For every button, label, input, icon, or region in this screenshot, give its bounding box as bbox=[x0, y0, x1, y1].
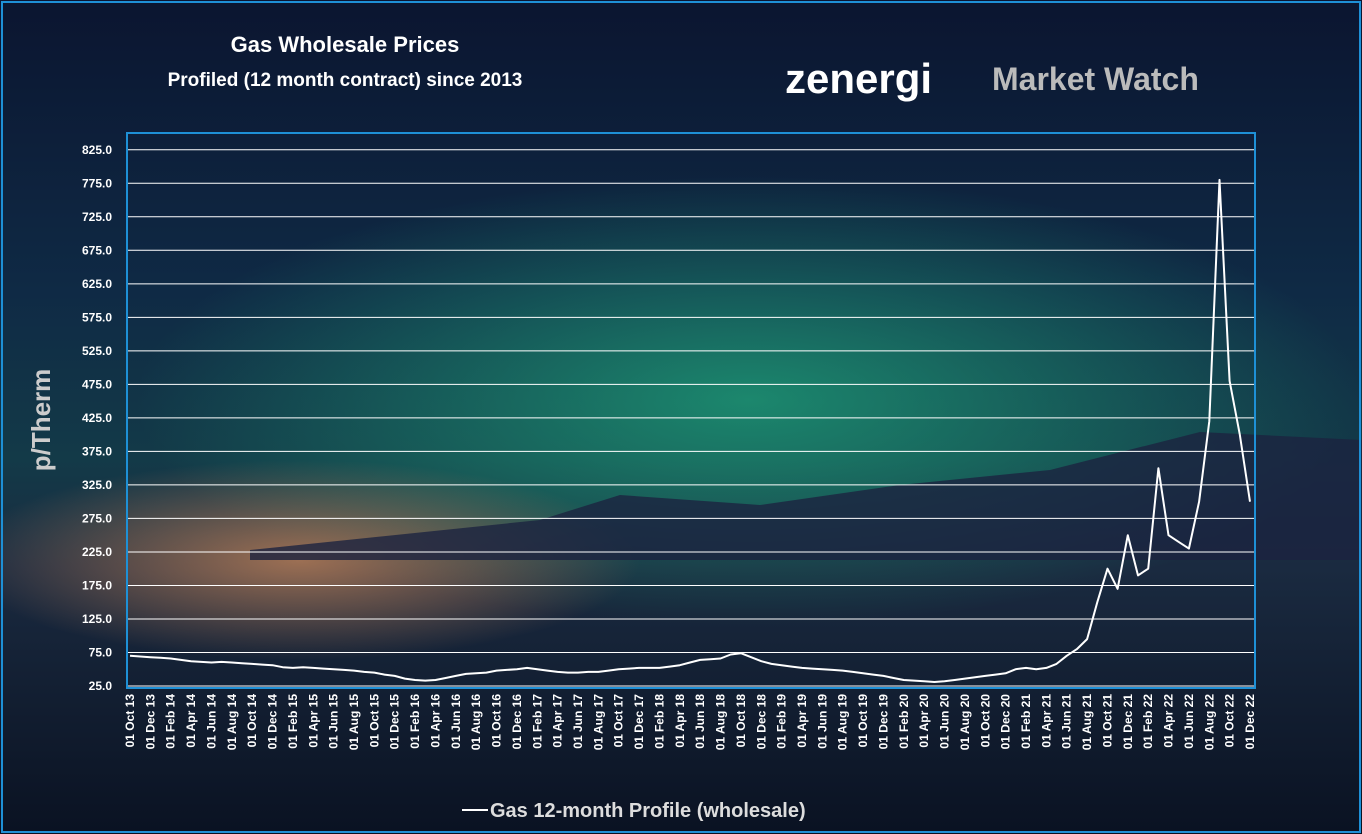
x-tick-label: 01 Oct 14 bbox=[245, 694, 259, 748]
x-tick-label: 01 Feb 14 bbox=[164, 694, 178, 749]
brand-tagline: Market Watch bbox=[992, 61, 1199, 97]
x-tick-label: 01 Aug 22 bbox=[1202, 694, 1216, 751]
chart: Gas Wholesale Prices Profiled (12 month … bbox=[0, 0, 1362, 834]
x-tick-label: 01 Dec 19 bbox=[876, 694, 890, 750]
y-tick-label: 75.0 bbox=[89, 645, 113, 659]
x-tick-label: 01 Jun 16 bbox=[449, 694, 463, 749]
x-tick-label: 01 Apr 20 bbox=[917, 694, 931, 748]
x-tick-label: 01 Dec 21 bbox=[1121, 694, 1135, 750]
y-tick-label: 125.0 bbox=[82, 612, 112, 626]
y-tick-label: 625.0 bbox=[82, 277, 112, 291]
y-tick-label: 525.0 bbox=[82, 344, 112, 358]
x-tick-label: 01 Oct 15 bbox=[367, 694, 381, 748]
x-tick-label: 01 Jun 14 bbox=[204, 694, 218, 749]
x-tick-label: 01 Aug 21 bbox=[1080, 694, 1094, 751]
x-tick-label: 01 Oct 21 bbox=[1100, 694, 1114, 748]
x-tick-label: 01 Oct 19 bbox=[856, 694, 870, 748]
y-axis-label: p/Therm bbox=[26, 369, 56, 472]
x-tick-label: 01 Jun 22 bbox=[1182, 694, 1196, 749]
chart-subtitle: Profiled (12 month contract) since 2013 bbox=[168, 70, 523, 91]
x-tick-label: 01 Oct 16 bbox=[490, 694, 504, 748]
x-tick-label: 01 Aug 15 bbox=[347, 694, 361, 751]
x-tick-label: 01 Oct 20 bbox=[978, 694, 992, 748]
x-tick-label: 01 Oct 13 bbox=[123, 694, 137, 748]
x-tick-label: 01 Apr 15 bbox=[306, 694, 320, 748]
y-tick-label: 425.0 bbox=[82, 411, 112, 425]
x-tick-label: 01 Aug 18 bbox=[714, 694, 728, 751]
y-tick-label: 475.0 bbox=[82, 377, 112, 391]
y-tick-label: 675.0 bbox=[82, 243, 112, 257]
x-tick-label: 01 Dec 22 bbox=[1243, 694, 1257, 750]
y-tick-label: 825.0 bbox=[82, 143, 112, 157]
y-tick-label: 175.0 bbox=[82, 578, 112, 592]
x-tick-label: 01 Aug 16 bbox=[469, 694, 483, 751]
y-tick-label: 375.0 bbox=[82, 444, 112, 458]
x-tick-label: 01 Dec 18 bbox=[754, 694, 768, 750]
x-tick-label: 01 Oct 22 bbox=[1223, 694, 1237, 748]
x-tick-label: 01 Feb 17 bbox=[530, 694, 544, 749]
x-tick-label: 01 Feb 19 bbox=[775, 694, 789, 749]
x-tick-label: 01 Feb 22 bbox=[1141, 694, 1155, 749]
y-tick-label: 325.0 bbox=[82, 478, 112, 492]
legend-label: Gas 12-month Profile (wholesale) bbox=[490, 800, 806, 822]
x-tick-label: 01 Apr 19 bbox=[795, 694, 809, 748]
x-tick-label: 01 Feb 20 bbox=[897, 694, 911, 749]
x-tick-label: 01 Oct 17 bbox=[612, 694, 626, 748]
x-tick-label: 01 Dec 13 bbox=[143, 694, 157, 750]
x-tick-label: 01 Aug 17 bbox=[591, 694, 605, 751]
x-tick-label: 01 Apr 22 bbox=[1162, 694, 1176, 748]
x-tick-label: 01 Dec 16 bbox=[510, 694, 524, 750]
x-tick-label: 01 Apr 18 bbox=[673, 694, 687, 748]
x-tick-label: 01 Feb 16 bbox=[408, 694, 422, 749]
x-tick-label: 01 Apr 21 bbox=[1039, 694, 1053, 748]
y-tick-label: 225.0 bbox=[82, 545, 112, 559]
x-tick-label: 01 Aug 19 bbox=[836, 694, 850, 751]
x-tick-label: 01 Jun 20 bbox=[938, 694, 952, 749]
x-tick-label: 01 Aug 20 bbox=[958, 694, 972, 751]
y-tick-label: 775.0 bbox=[82, 176, 112, 190]
x-tick-label: 01 Jun 19 bbox=[815, 694, 829, 749]
x-tick-label: 01 Oct 18 bbox=[734, 694, 748, 748]
x-tick-label: 01 Apr 14 bbox=[184, 694, 198, 748]
x-tick-label: 01 Dec 20 bbox=[999, 694, 1013, 750]
x-tick-label: 01 Aug 14 bbox=[225, 694, 239, 751]
x-tick-label: 01 Dec 17 bbox=[632, 694, 646, 750]
x-tick-label: 01 Jun 18 bbox=[693, 694, 707, 749]
x-tick-label: 01 Dec 14 bbox=[266, 694, 280, 750]
x-tick-label: 01 Feb 21 bbox=[1019, 694, 1033, 749]
x-tick-label: 01 Apr 17 bbox=[551, 694, 565, 748]
y-tick-label: 725.0 bbox=[82, 210, 112, 224]
x-tick-label: 01 Jun 21 bbox=[1060, 694, 1074, 749]
y-tick-label: 25.0 bbox=[89, 679, 113, 693]
x-tick-label: 01 Feb 18 bbox=[652, 694, 666, 749]
y-tick-label: 275.0 bbox=[82, 511, 112, 525]
x-tick-label: 01 Jun 15 bbox=[327, 694, 341, 749]
x-tick-label: 01 Apr 16 bbox=[428, 694, 442, 748]
x-tick-label: 01 Jun 17 bbox=[571, 694, 585, 749]
brand: zenergi bbox=[785, 55, 932, 102]
x-tick-label: 01 Feb 15 bbox=[286, 694, 300, 749]
x-tick-label: 01 Dec 15 bbox=[388, 694, 402, 750]
y-tick-label: 575.0 bbox=[82, 310, 112, 324]
chart-title: Gas Wholesale Prices bbox=[231, 32, 460, 57]
